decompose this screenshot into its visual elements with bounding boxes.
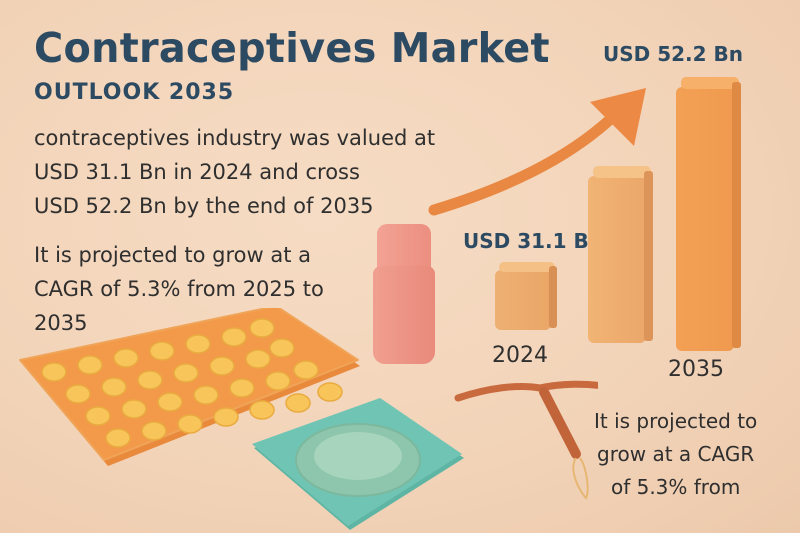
year-label-2024: 2024 (492, 343, 548, 368)
cagr-note: It is projected to grow at a CAGR of 5.3… (594, 405, 757, 504)
pill-bottle-icon (373, 224, 435, 364)
summary-line: USD 31.1 Bn in 2024 and cross (34, 160, 360, 184)
bar-2024 (495, 262, 557, 330)
iud-icon (454, 380, 598, 500)
note-line: grow at a CAGR (597, 442, 755, 466)
summary-line: contraceptives industry was valued at (34, 126, 436, 150)
pill-pack-icon (19, 308, 360, 466)
bar-label-2035: USD 52.2 Bn (603, 42, 743, 66)
bar-mid (588, 166, 654, 343)
growth-line: 2035 (34, 311, 88, 335)
trend-arrow-icon (428, 88, 646, 216)
note-line: It is projected to (594, 409, 758, 433)
bar-label-2024: USD 31.1 B (463, 229, 589, 253)
summary-line: USD 52.2 Bn by the end of 2035 (34, 194, 374, 218)
page-title: Contraceptives Market (34, 24, 550, 72)
growth-line: It is projected to grow at a (34, 243, 311, 267)
growth-line: CAGR of 5.3% from 2025 to (34, 277, 324, 301)
bar-2035 (676, 77, 742, 351)
growth-paragraph: It is projected to grow at a CAGR of 5.3… (34, 238, 324, 340)
page-subtitle: OUTLOOK 2035 (34, 80, 235, 105)
note-line: of 5.3% from (610, 475, 741, 499)
summary-paragraph: contraceptives industry was valued at US… (34, 121, 435, 223)
condom-package-icon (252, 398, 464, 530)
year-label-2035: 2035 (668, 357, 724, 382)
